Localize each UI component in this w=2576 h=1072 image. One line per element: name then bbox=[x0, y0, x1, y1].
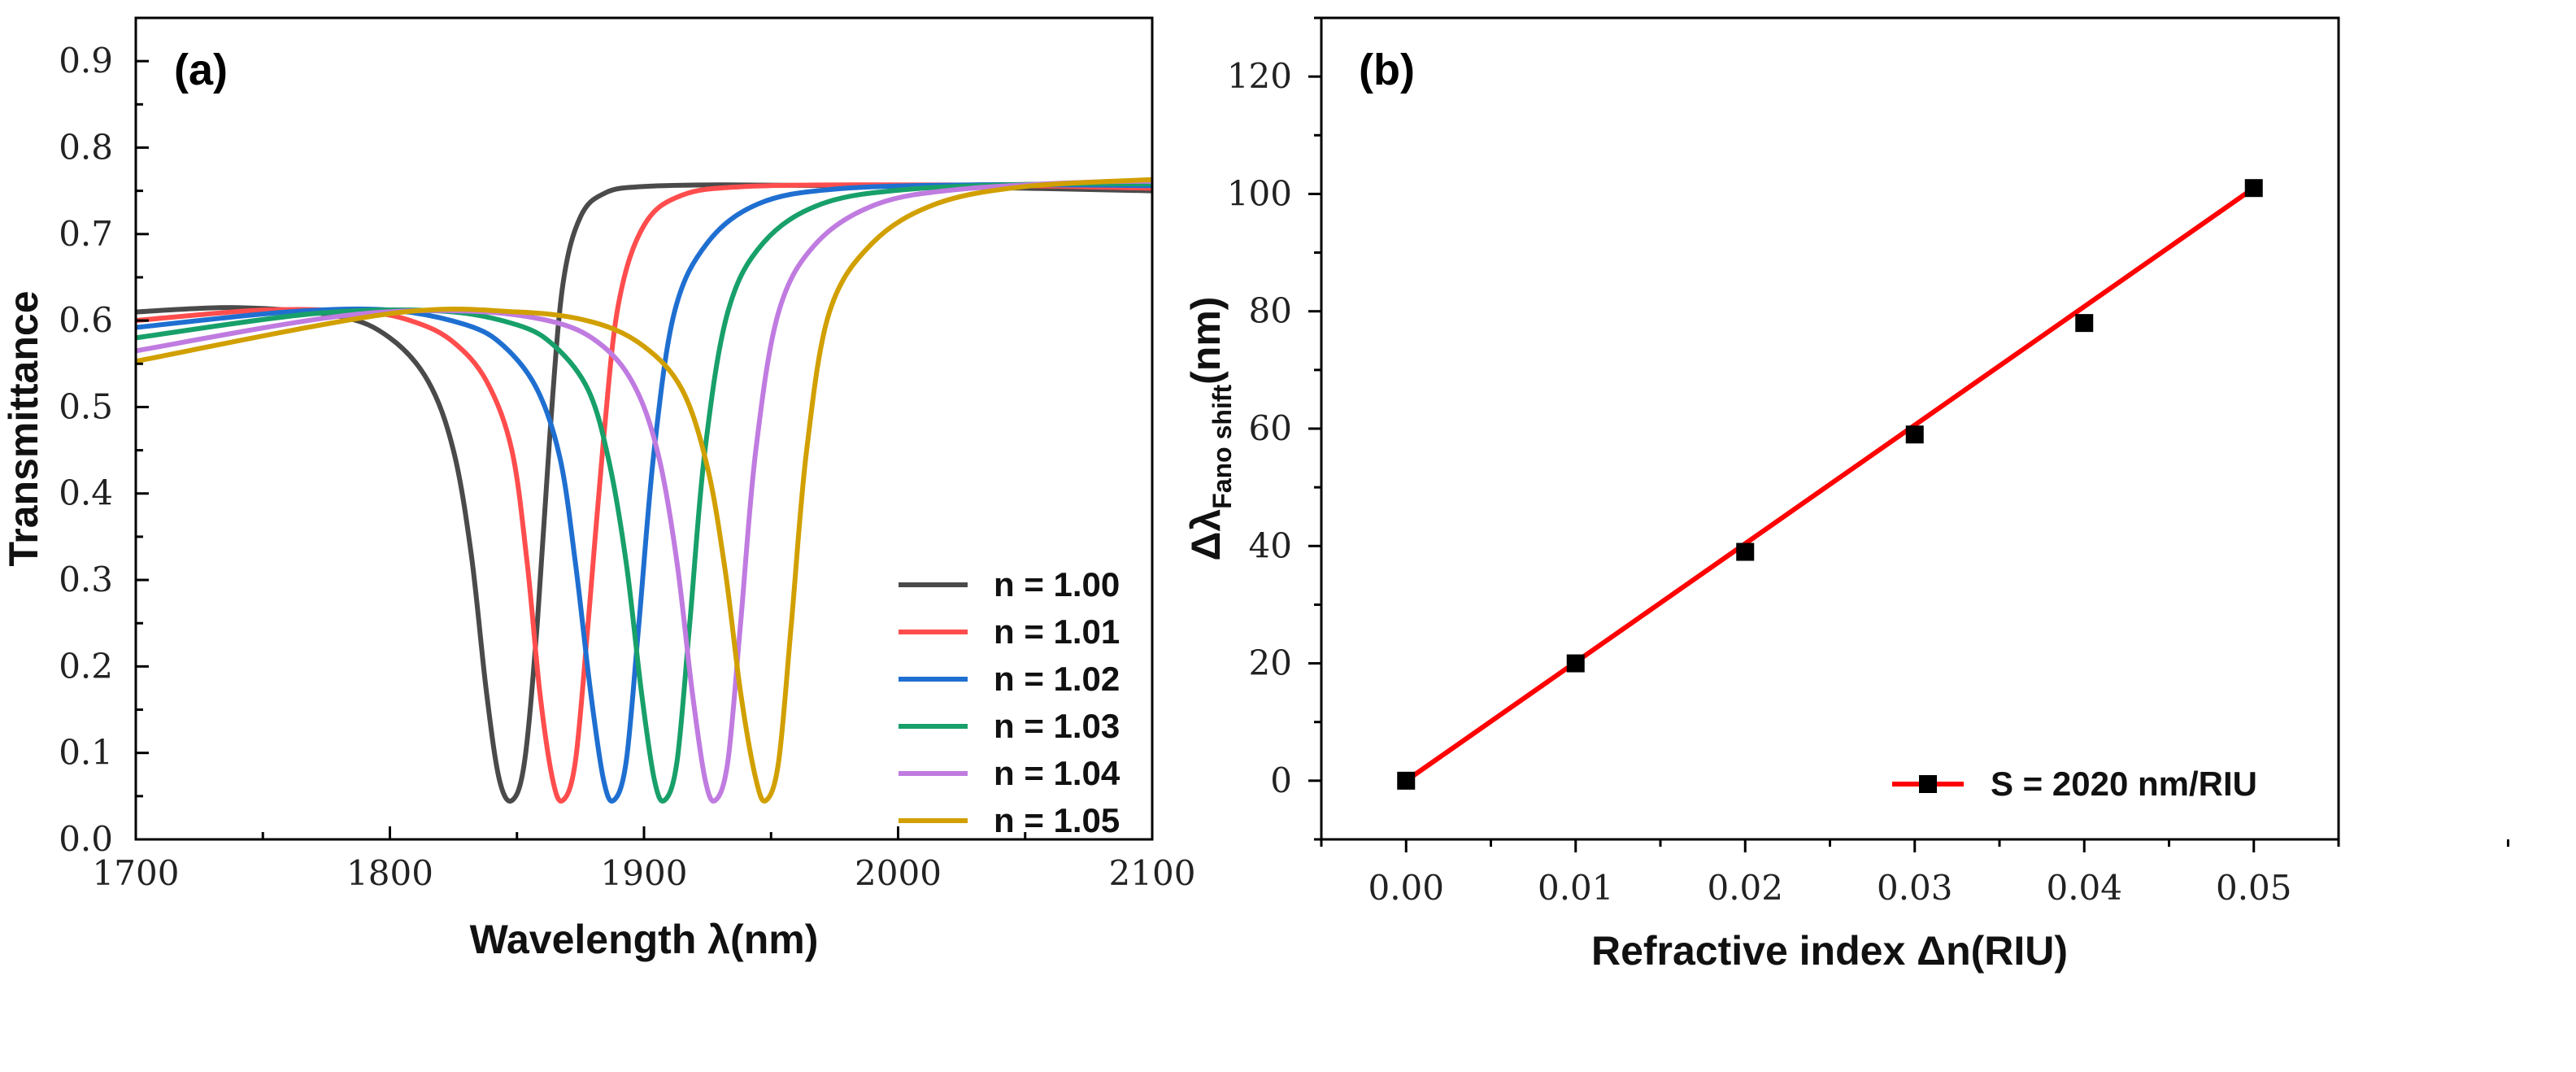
panel-b-y-tick-label: 0 bbox=[1270, 760, 1292, 800]
panel-a-y-tick-label: 0.1 bbox=[59, 733, 113, 773]
panel-a-series-line-4 bbox=[135, 178, 1153, 804]
panel-a-legend-label-4: n = 1.04 bbox=[994, 754, 1120, 792]
panel-b-x-tick-label: 0.02 bbox=[1707, 868, 1783, 908]
panel-b-legend-label: S = 2020 nm/RIU bbox=[1991, 765, 2257, 803]
panel-b-y-tick-label: 40 bbox=[1249, 525, 1292, 565]
panel-a-y-tick-label: 0.4 bbox=[59, 473, 113, 513]
panel-a-series-line-5 bbox=[135, 176, 1153, 804]
panel-b-y-axis-title-main: Δλ bbox=[1183, 509, 1229, 561]
panel-b-data-point-4 bbox=[2075, 314, 2094, 333]
panel-a-legend: n = 1.00 n = 1.01 n = 1.02 n = 1.03 n = 1.04… bbox=[899, 565, 1120, 839]
panel-b-data-point-3 bbox=[1905, 425, 1924, 444]
panel-b-x-tick-label: 0.00 bbox=[1368, 868, 1444, 908]
panel-b-data-point-0 bbox=[1397, 771, 1416, 790]
panel-b-label: (b) bbox=[1359, 46, 1415, 94]
panel-a-x-tick-label: 1800 bbox=[346, 853, 433, 893]
panel-b-sensitivity-chart: 0.00 0.01 0.02 0.03 0.04 0.05020406080100120 … bbox=[1183, 16, 2509, 974]
panel-a-x-tick-label: 2000 bbox=[855, 853, 942, 893]
panel-a-series-lines bbox=[135, 176, 1153, 804]
panel-b-plot-frame bbox=[1320, 16, 2340, 841]
panel-a-x-axis-title: Wavelength λ(nm) bbox=[470, 917, 819, 962]
panel-b-x-axis-title: Refractive index Δn(RIU) bbox=[1591, 928, 2068, 974]
panel-b-y-tick-label: 120 bbox=[1227, 56, 1292, 96]
panel-a-y-tick-label: 0.3 bbox=[59, 560, 113, 599]
panel-b-fit-line bbox=[1404, 185, 2256, 783]
panel-b-data-point-5 bbox=[2244, 179, 2263, 198]
panel-a-y-tick-label: 0.9 bbox=[59, 41, 113, 81]
panel-b-data-point-1 bbox=[1566, 654, 1585, 673]
panel-a-ticks: 1700 1800 1900 2000 2100 0.0 0.1 0.2 0.3 0.4 0.5 0.… bbox=[59, 41, 1195, 893]
panel-a-legend-label-1: n = 1.01 bbox=[994, 612, 1120, 651]
panel-b-y-axis-title: ΔλFano shift(nm) bbox=[1183, 297, 1237, 561]
panel-b-y-tick-label: 60 bbox=[1249, 408, 1292, 448]
panel-a-x-tick-label: 1900 bbox=[601, 853, 688, 893]
panel-a-y-tick-label: 0.2 bbox=[59, 646, 113, 686]
panel-a-y-tick-label: 0.5 bbox=[59, 386, 113, 426]
panel-a-x-tick-label: 1700 bbox=[93, 853, 180, 893]
panel-a-x-tick-label: 2100 bbox=[1109, 853, 1196, 893]
panel-b-x-tick-label: 0.04 bbox=[2046, 868, 2122, 908]
panel-b-x-tick-label: 0.05 bbox=[2216, 868, 2292, 908]
panel-b-y-tick-label: 20 bbox=[1249, 643, 1292, 683]
panel-a-label: (a) bbox=[174, 46, 228, 94]
panel-b-y-axis-title-unit: (nm) bbox=[1183, 297, 1229, 385]
panel-a-y-axis-title: Transmittance bbox=[1, 290, 46, 566]
panel-a-transmittance-chart: 1700 1800 1900 2000 2100 0.0 0.1 0.2 0.3 0.4 0.5 0.… bbox=[1, 16, 1195, 962]
panel-a-legend-label-2: n = 1.02 bbox=[994, 660, 1120, 698]
panel-b-plot-marks bbox=[1397, 179, 2263, 790]
panel-a-legend-label-0: n = 1.00 bbox=[994, 565, 1120, 604]
panel-b-x-tick-label: 0.01 bbox=[1538, 868, 1614, 908]
panel-a-series-line-1 bbox=[135, 182, 1153, 804]
panel-a-legend-label-3: n = 1.03 bbox=[994, 707, 1120, 745]
panel-a-series-line-2 bbox=[135, 182, 1153, 804]
panel-a-legend-label-5: n = 1.05 bbox=[994, 801, 1120, 839]
panel-a-series-line-3 bbox=[135, 181, 1153, 804]
panel-b-legend-marker bbox=[1919, 775, 1937, 793]
panel-b-legend: S = 2020 nm/RIU bbox=[1892, 765, 2257, 803]
panel-a-y-tick-label: 0.0 bbox=[59, 819, 113, 859]
panel-a-y-tick-label: 0.7 bbox=[59, 214, 113, 254]
panel-b-y-tick-label: 100 bbox=[1227, 173, 1292, 213]
panel-b-y-axis-title-subscript: Fano shift bbox=[1208, 385, 1237, 509]
panel-a-y-tick-label: 0.8 bbox=[59, 127, 113, 167]
panel-b-x-tick-label: 0.03 bbox=[1877, 868, 1953, 908]
panel-b-ticks: 0.00 0.01 0.02 0.03 0.04 0.05 0 20 40 60 80 100 120 bbox=[1227, 16, 2509, 908]
panel-b-data-point-2 bbox=[1736, 543, 1755, 561]
panel-a-y-tick-label: 0.6 bbox=[59, 300, 113, 340]
panel-b-y-tick-label: 80 bbox=[1249, 291, 1292, 331]
